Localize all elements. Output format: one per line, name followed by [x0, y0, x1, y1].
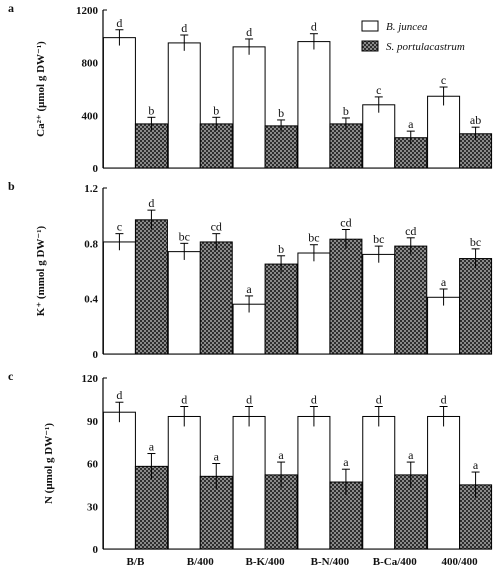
- bar-b-juncea: [102, 241, 136, 355]
- category-label: B-N/400: [311, 556, 350, 568]
- significance-letter: d: [116, 16, 122, 30]
- significance-letter: a: [246, 282, 252, 296]
- significance-letter: bc: [373, 232, 384, 246]
- panel-a: a 0 400 800 1200 Ca²⁺ (μmol g DW⁻¹) d b d b d b d b c a…: [8, 1, 493, 175]
- significance-letter: a: [473, 458, 479, 472]
- bar-b-juncea: [167, 42, 201, 169]
- bar-s-portulacastrum: [264, 263, 298, 355]
- panel-c: c 0 30 60 90 120 N (μmol g DW⁻¹) d a B/B d a B/400 d a…: [8, 369, 493, 568]
- category-label: B-K/400: [246, 556, 286, 568]
- significance-letter: a: [408, 117, 414, 131]
- bar-s-portulacastrum: [329, 238, 363, 355]
- y-tick-label: 0.8: [84, 238, 98, 250]
- y-axis-label: K⁺ (mmol g DW⁻¹): [35, 225, 47, 316]
- significance-letter: d: [246, 393, 252, 407]
- bar-s-portulacastrum: [264, 125, 298, 169]
- significance-letter: d: [116, 388, 122, 402]
- bar-b-juncea: [427, 415, 461, 550]
- bar-s-portulacastrum: [134, 465, 168, 550]
- category-label: B-Ca/400: [373, 556, 418, 568]
- bar-b-juncea: [232, 46, 266, 169]
- y-tick-label: 30: [87, 501, 99, 513]
- significance-letter: a: [343, 455, 349, 469]
- significance-letter: ab: [470, 113, 481, 127]
- bar-b-juncea: [297, 415, 331, 550]
- y-tick-label: 400: [82, 110, 99, 122]
- y-tick-label: 90: [87, 416, 99, 428]
- y-axis-label: Ca²⁺ (μmol g DW⁻¹): [35, 41, 47, 137]
- legend-swatch: [361, 40, 379, 52]
- bar-b-juncea: [232, 415, 266, 550]
- category-label: 400/400: [442, 556, 479, 568]
- bar-b-juncea: [362, 253, 396, 355]
- y-tick-label: 800: [82, 58, 99, 70]
- legend-label: S. portulacastrum: [386, 41, 465, 53]
- significance-letter: d: [181, 21, 187, 35]
- bar-s-portulacastrum: [199, 123, 233, 169]
- significance-letter: a: [278, 448, 284, 462]
- significance-letter: a: [408, 448, 414, 462]
- bar-b-juncea: [297, 41, 331, 169]
- bar-s-portulacastrum: [134, 219, 168, 355]
- panel-label: a: [8, 1, 14, 15]
- panel-label: b: [8, 179, 15, 193]
- y-tick-label: 120: [82, 373, 99, 385]
- significance-letter: bc: [470, 235, 481, 249]
- significance-letter: d: [311, 393, 317, 407]
- bar-s-portulacastrum: [134, 123, 168, 169]
- significance-letter: d: [181, 393, 187, 407]
- y-tick-label: 0: [93, 163, 99, 175]
- significance-letter: b: [148, 103, 154, 117]
- significance-letter: d: [376, 393, 382, 407]
- legend: B. juncea S. portulacastrum: [361, 20, 465, 53]
- significance-letter: bc: [179, 229, 190, 243]
- bar-b-juncea: [297, 252, 331, 355]
- significance-letter: d: [441, 393, 447, 407]
- y-axis-label: N (μmol g DW⁻¹): [43, 423, 55, 504]
- bar-b-juncea: [102, 411, 136, 550]
- bar-s-portulacastrum: [264, 474, 298, 550]
- y-tick-label: 1.2: [84, 183, 98, 195]
- bar-b-juncea: [427, 95, 461, 169]
- significance-letter: d: [311, 20, 317, 34]
- significance-letter: c: [117, 220, 122, 234]
- significance-letter: c: [376, 83, 381, 97]
- significance-letter: b: [278, 242, 284, 256]
- y-tick-label: 0.4: [84, 294, 98, 306]
- significance-letter: b: [278, 106, 284, 120]
- significance-letter: cd: [405, 224, 416, 238]
- significance-letter: bc: [308, 231, 319, 245]
- bar-b-juncea: [167, 415, 201, 550]
- bar-s-portulacastrum: [394, 245, 428, 355]
- y-tick-label: 0: [93, 349, 99, 361]
- y-tick-label: 1200: [76, 5, 99, 17]
- panel-label: c: [8, 369, 14, 383]
- significance-letter: d: [148, 196, 154, 210]
- bar-b-juncea: [362, 104, 396, 169]
- y-tick-label: 60: [87, 459, 99, 471]
- legend-label: B. juncea: [386, 21, 428, 33]
- bar-b-juncea: [102, 37, 136, 169]
- panel-b: b00.40.81.2K⁺ (mmol g DW⁻¹) cdbccdabbccdb…: [8, 179, 493, 361]
- significance-letter: b: [213, 103, 219, 117]
- significance-letter: d: [246, 25, 252, 39]
- legend-swatch: [361, 20, 379, 32]
- significance-letter: a: [149, 440, 155, 454]
- bar-b-juncea: [362, 415, 396, 550]
- significance-letter: cd: [211, 220, 222, 234]
- category-label: B/400: [187, 556, 214, 568]
- significance-letter: b: [343, 104, 349, 118]
- bar-b-juncea: [427, 296, 461, 355]
- significance-letter: a: [214, 450, 220, 464]
- bar-s-portulacastrum: [459, 258, 493, 355]
- significance-letter: cd: [340, 216, 351, 230]
- y-tick-label: 0: [93, 544, 99, 556]
- bar-b-juncea: [167, 251, 201, 355]
- significance-letter: c: [441, 73, 446, 87]
- bar-s-portulacastrum: [329, 123, 363, 169]
- category-label: B/B: [127, 556, 145, 568]
- bar-s-portulacastrum: [199, 241, 233, 355]
- significance-letter: a: [441, 275, 447, 289]
